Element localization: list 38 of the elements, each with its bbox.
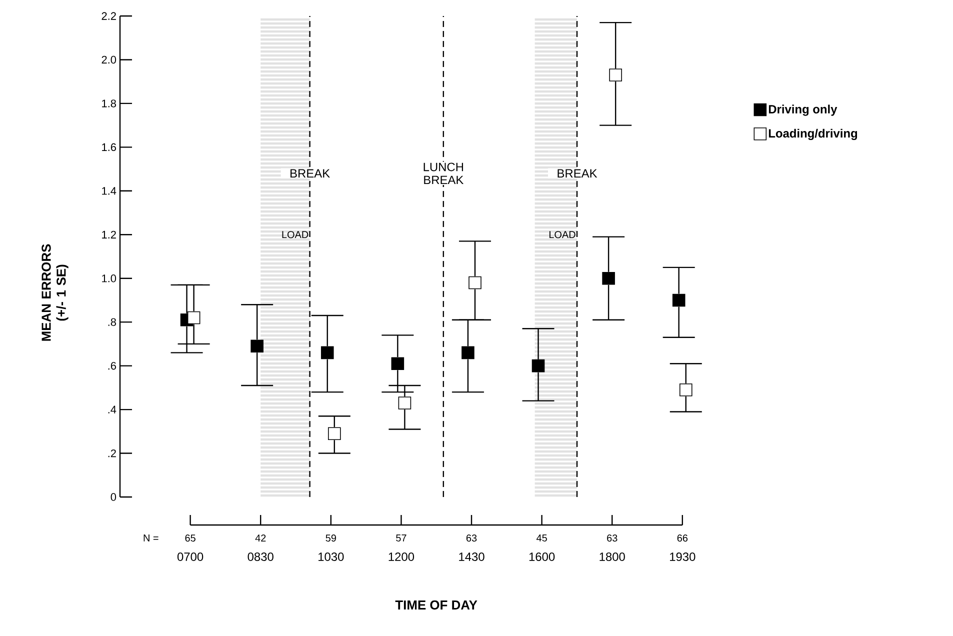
text: 66 xyxy=(677,534,688,542)
x-tick-label: 0830 xyxy=(248,552,274,561)
x-axis-title: TIME OF DAY xyxy=(395,600,478,610)
y-axis-title: MEAN ERRORS (+/- 1 SE) xyxy=(42,244,68,341)
annotation: LUNCH BREAK xyxy=(424,162,464,184)
annotation: LOAD xyxy=(549,231,576,238)
x-tick-label: 1430 xyxy=(459,552,484,561)
legend-label: Loading/driving xyxy=(768,128,858,140)
y-tick-label: 1.8 xyxy=(102,100,116,108)
legend-label: Driving only xyxy=(768,104,838,116)
y-tick-label: 2.0 xyxy=(102,56,116,64)
y-tick-label: 1.6 xyxy=(102,143,116,152)
y-tick-label: .8 xyxy=(108,318,116,326)
x-tick-label: 1200 xyxy=(388,552,414,561)
y-tick-label: 1.2 xyxy=(102,230,116,238)
x-tick-label: 1930 xyxy=(670,552,696,561)
annotation: BREAK xyxy=(290,169,330,178)
text: 65 xyxy=(185,534,196,542)
text: 57 xyxy=(396,534,406,542)
x-tick-label: 1600 xyxy=(529,552,555,561)
y-tick-label: 0 xyxy=(110,493,116,501)
x-tick-label: 1030 xyxy=(318,552,344,561)
x-tick-label: 0700 xyxy=(177,552,204,561)
text: 59 xyxy=(326,534,336,542)
x-tick-label: 1800 xyxy=(600,552,625,561)
y-tick-label: 2.2 xyxy=(102,12,116,20)
y-tick-label: .6 xyxy=(108,362,116,370)
text: 42 xyxy=(255,534,266,542)
text: 63 xyxy=(466,534,477,542)
text: N = xyxy=(144,534,158,542)
text: 63 xyxy=(607,534,618,542)
y-tick-label: .4 xyxy=(108,406,116,414)
y-tick-label: 1.0 xyxy=(102,274,116,282)
annotation: BREAK xyxy=(558,169,598,178)
text: 45 xyxy=(536,534,547,542)
annotation: LOAD xyxy=(282,231,308,238)
y-tick-label: .2 xyxy=(108,449,116,458)
y-tick-label: 1.4 xyxy=(102,187,116,195)
